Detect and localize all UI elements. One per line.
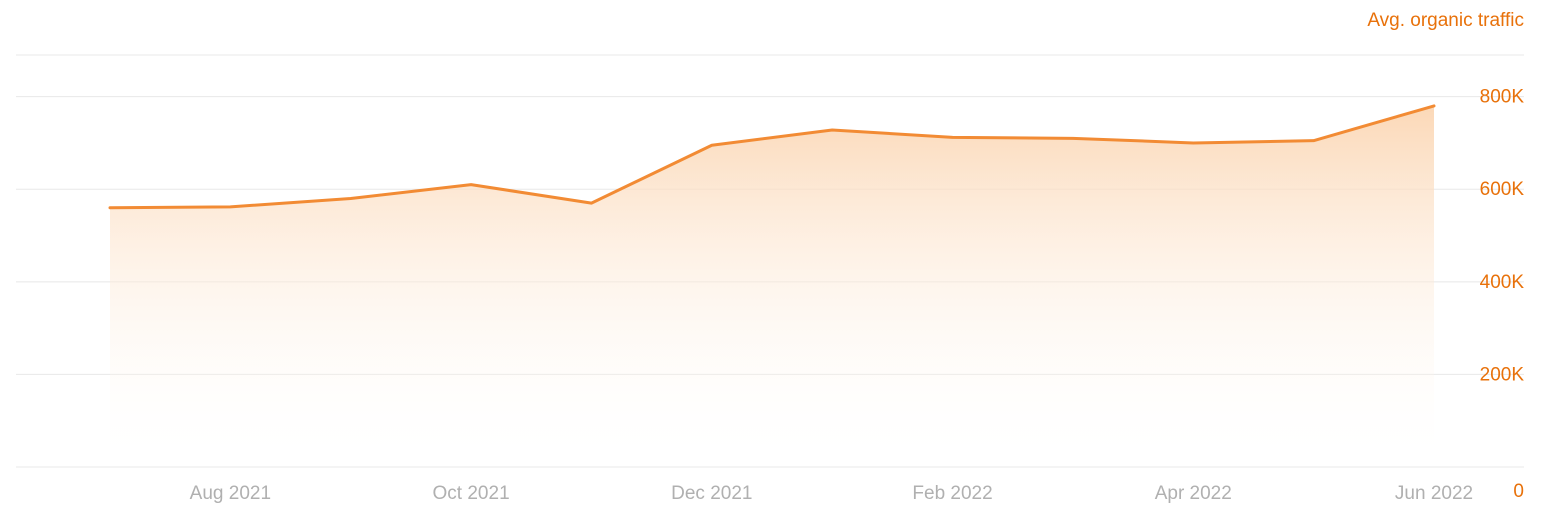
y-axis-zero-label: 0 [1513, 481, 1524, 503]
x-tick-label: Oct 2021 [433, 483, 510, 504]
y-tick-label: 800K [1480, 87, 1525, 108]
y-tick-label: 400K [1480, 272, 1525, 293]
y-tick-label: 200K [1480, 364, 1525, 385]
area-fill [110, 106, 1434, 467]
x-tick-label: Feb 2022 [912, 483, 992, 504]
x-tick-label: Apr 2022 [1155, 483, 1232, 504]
x-tick-label: Dec 2021 [671, 483, 752, 504]
x-tick-label: Jun 2022 [1395, 483, 1473, 504]
chart-legend-label: Avg. organic traffic [1367, 10, 1524, 32]
x-tick-label: Aug 2021 [190, 483, 271, 504]
chart-svg: 200K 400K 600K 800K Aug 2021 Oct 2021 Dec 2021… [0, 0, 1544, 532]
traffic-area-chart: 200K 400K 600K 800K Aug 2021 Oct 2021 Dec 2021… [0, 0, 1544, 532]
y-tick-label: 600K [1480, 179, 1525, 200]
